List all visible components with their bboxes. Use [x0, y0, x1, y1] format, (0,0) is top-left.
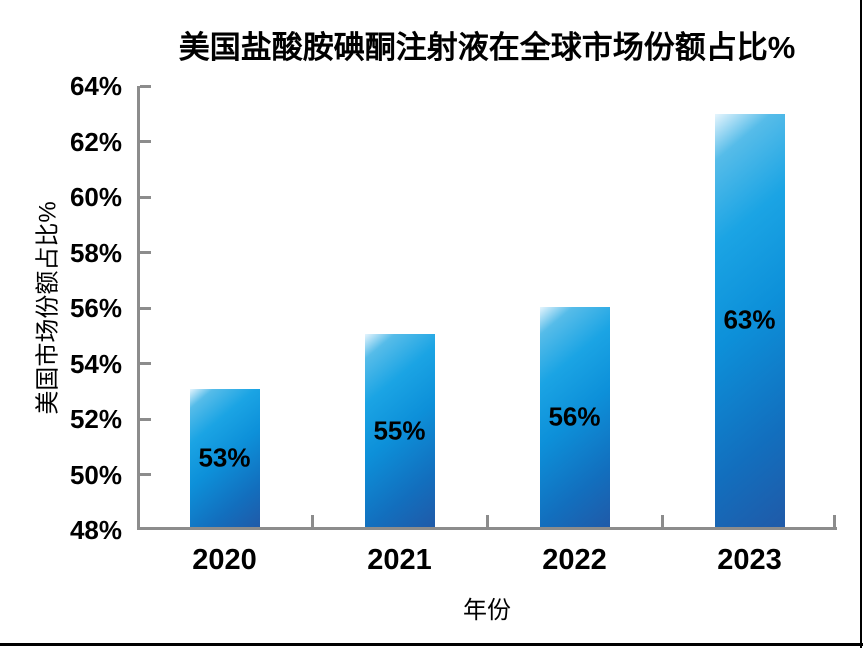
y-tick-mark: [140, 417, 151, 421]
bar-value-label: 63%: [723, 304, 776, 335]
x-category-label: 2021: [367, 544, 432, 576]
chart-title: 美国盐酸胺碘酮注射液在全球市场份额占比%: [178, 30, 796, 65]
y-tick-label: 60%: [69, 182, 122, 212]
bottom-border-line: [0, 643, 863, 646]
y-tick-label: 58%: [69, 237, 122, 268]
y-tick-label: 62%: [69, 126, 122, 157]
x-tick-mark: [485, 515, 489, 527]
right-border-line: [860, 0, 862, 648]
x-tick-mark: [137, 515, 140, 527]
x-tick-mark: [310, 515, 314, 527]
x-category-label: 2020: [192, 544, 257, 576]
bar-2020: 53%: [189, 389, 260, 527]
bar-value-label: 55%: [373, 415, 426, 446]
y-tick-label: 52%: [69, 404, 122, 434]
y-tick-label: 54%: [69, 348, 122, 379]
x-tick-mark: [660, 515, 664, 527]
y-tick-mark: [140, 362, 151, 365]
x-tick-mark: [832, 515, 836, 527]
bar-2023: 63%: [714, 113, 785, 527]
y-tick-mark: [140, 251, 151, 254]
y-tick-mark: [140, 140, 151, 143]
y-tick-label: 50%: [69, 459, 122, 490]
x-category-label: 2022: [542, 544, 607, 576]
y-tick-label: 56%: [69, 293, 122, 323]
x-axis-title: 年份: [463, 597, 511, 624]
bar-2022: 56%: [539, 306, 610, 527]
y-tick-mark: [140, 84, 151, 88]
bar-2021: 55%: [364, 334, 435, 527]
y-tick-label: 48%: [69, 515, 122, 545]
y-tick-mark: [140, 306, 151, 310]
y-tick-label: 64%: [69, 71, 122, 101]
y-tick-mark: [140, 195, 151, 199]
bar-value-label: 56%: [548, 401, 601, 432]
x-category-label: 2023: [717, 544, 782, 576]
y-tick-mark: [140, 473, 151, 476]
bar-value-label: 53%: [198, 442, 251, 473]
